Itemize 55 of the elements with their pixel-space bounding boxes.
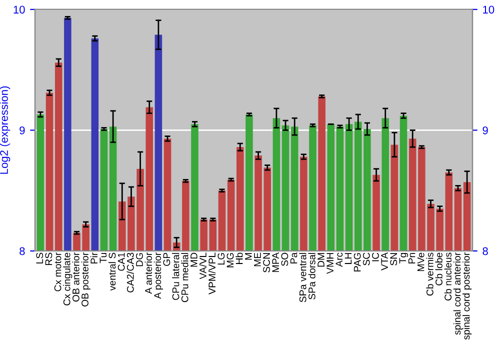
x-tick-label: DG xyxy=(136,253,143,266)
x-tick-label: MPA xyxy=(272,252,279,272)
x-tick-label: A anterior xyxy=(144,252,152,294)
x-tick-label: CA2/CA3 xyxy=(126,252,134,292)
x-tick-label: Cb nucleus xyxy=(444,252,452,300)
x-tick-label: spinal cord anterior xyxy=(453,252,463,335)
x-tick-label: Arc xyxy=(336,252,343,267)
x-tick-label: LS xyxy=(36,252,44,264)
x-tick-label: VPM/VPL xyxy=(208,252,216,294)
x-tick-label: RS xyxy=(45,252,52,266)
x-tick-label: Cb vermis xyxy=(426,252,434,296)
x-tick-label: Pir xyxy=(90,252,98,264)
x-tick-label: CPu lateral xyxy=(172,252,180,300)
x-tick-label: PAG xyxy=(354,253,361,272)
x-tick-label: LG xyxy=(218,253,225,265)
x-tick-label: CA1 xyxy=(118,252,125,271)
x-tick-label: SO xyxy=(281,252,288,266)
x-tick-label: OB posterior xyxy=(81,252,90,306)
x-tick-label: Cx cingulate xyxy=(63,252,72,306)
x-tick-label: Hb xyxy=(236,252,243,264)
x-tick-label: MVe xyxy=(417,252,424,271)
y-tick-label: 8 xyxy=(20,247,25,256)
y2-tick-label: 8 xyxy=(482,247,488,256)
y2-tick-label: 9 xyxy=(482,126,488,134)
x-tick-label: OB anterior xyxy=(72,252,80,302)
x-tick-label: Cb lobe xyxy=(435,252,442,286)
x-tick-label: MD xyxy=(190,252,198,267)
x-tick-label: Pn xyxy=(408,252,416,264)
x-tick-label: spinal cord posterior xyxy=(462,252,472,340)
x-tick-label: VTA xyxy=(381,252,388,270)
x-tick-label: SPa dorsal xyxy=(308,252,316,300)
x-tick-label: A posterior xyxy=(154,252,163,299)
x-tick-label: CPu medial xyxy=(181,252,188,302)
x-tick-label: ME xyxy=(254,252,261,266)
x-tick-label: SCN xyxy=(263,253,270,272)
x-tick-label: Tg xyxy=(399,252,408,264)
x-tick-label: ventral S xyxy=(108,252,116,291)
x-tick-label: MG xyxy=(226,253,234,268)
x-tick-label: DM xyxy=(318,253,324,267)
x-tick-label: SC xyxy=(362,252,370,266)
y-axis-title: Log2 (expression) xyxy=(0,86,10,174)
x-tick-label: GP xyxy=(163,252,170,266)
x-tick-label: IC xyxy=(372,252,379,262)
x-tick-label: Tu xyxy=(100,252,107,264)
x-tick-label: M xyxy=(245,253,252,260)
y-tick-label: 9 xyxy=(20,126,25,134)
x-tick-label: SPa ventral xyxy=(299,252,306,302)
x-tick-label: SN xyxy=(390,253,398,266)
x-tick-label: LH xyxy=(344,253,352,264)
x-tick-label: Cx motor xyxy=(54,252,62,292)
y2-tick-label: 10 xyxy=(483,6,494,14)
x-tick-label: Pa xyxy=(290,252,298,264)
x-tick-label: VMH xyxy=(326,253,334,274)
y-tick-label: 10 xyxy=(14,6,25,14)
x-tick-label: VA/VL xyxy=(199,252,206,280)
